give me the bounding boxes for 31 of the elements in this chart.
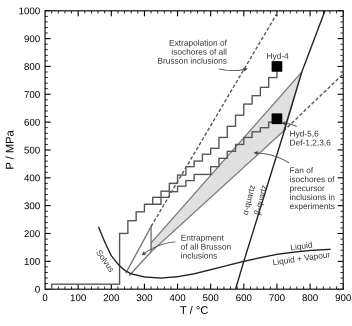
- x-tick-label: 100: [70, 294, 86, 302]
- y-tick-label: 600: [24, 118, 40, 126]
- x-tick-label: 900: [336, 294, 351, 302]
- x-tick-label: 800: [302, 294, 318, 302]
- y-tick-label: 200: [24, 230, 40, 238]
- x-tick-label: 0: [42, 294, 48, 302]
- y-tick-label: 500: [24, 146, 40, 154]
- annotation: Liquid + Vapour: [272, 251, 331, 267]
- y-tick-label: 800: [24, 63, 40, 70]
- y-axis-title: P / MPa: [5, 130, 14, 169]
- annotation: Hyd-4: [267, 52, 288, 61]
- x-tick-label: 200: [104, 294, 120, 302]
- annotation: β-quartz: [254, 184, 269, 216]
- annotation: Hyd-5,6 Def-1,2,3,6: [290, 130, 330, 147]
- y-tick-label: 700: [24, 91, 40, 98]
- y-tick-label: 300: [24, 202, 40, 210]
- x-tick-label: 500: [202, 294, 218, 302]
- x-tick-label: 600: [236, 294, 252, 302]
- annotation: Extrapolation of isochores of all Brusson inclusions: [158, 40, 227, 64]
- y-tick-label: 400: [24, 174, 40, 182]
- y-tick-label: 100: [24, 258, 40, 265]
- y-tick-label: 1000: [19, 7, 40, 14]
- y-tick-label: 0: [35, 286, 40, 293]
- x-tick-label: 300: [136, 294, 152, 302]
- y-tick-label: 900: [24, 35, 40, 42]
- annotation: Liquid: [290, 242, 312, 252]
- x-tick-label: 400: [170, 294, 186, 302]
- x-tick-label: 700: [269, 294, 285, 302]
- annotation: Fan of isochores of precursor inclusions in experiments: [290, 167, 335, 211]
- annotation: Entrapment of all Brusson inclusions: [181, 234, 231, 259]
- x-axis-title: T / °C: [180, 306, 208, 314]
